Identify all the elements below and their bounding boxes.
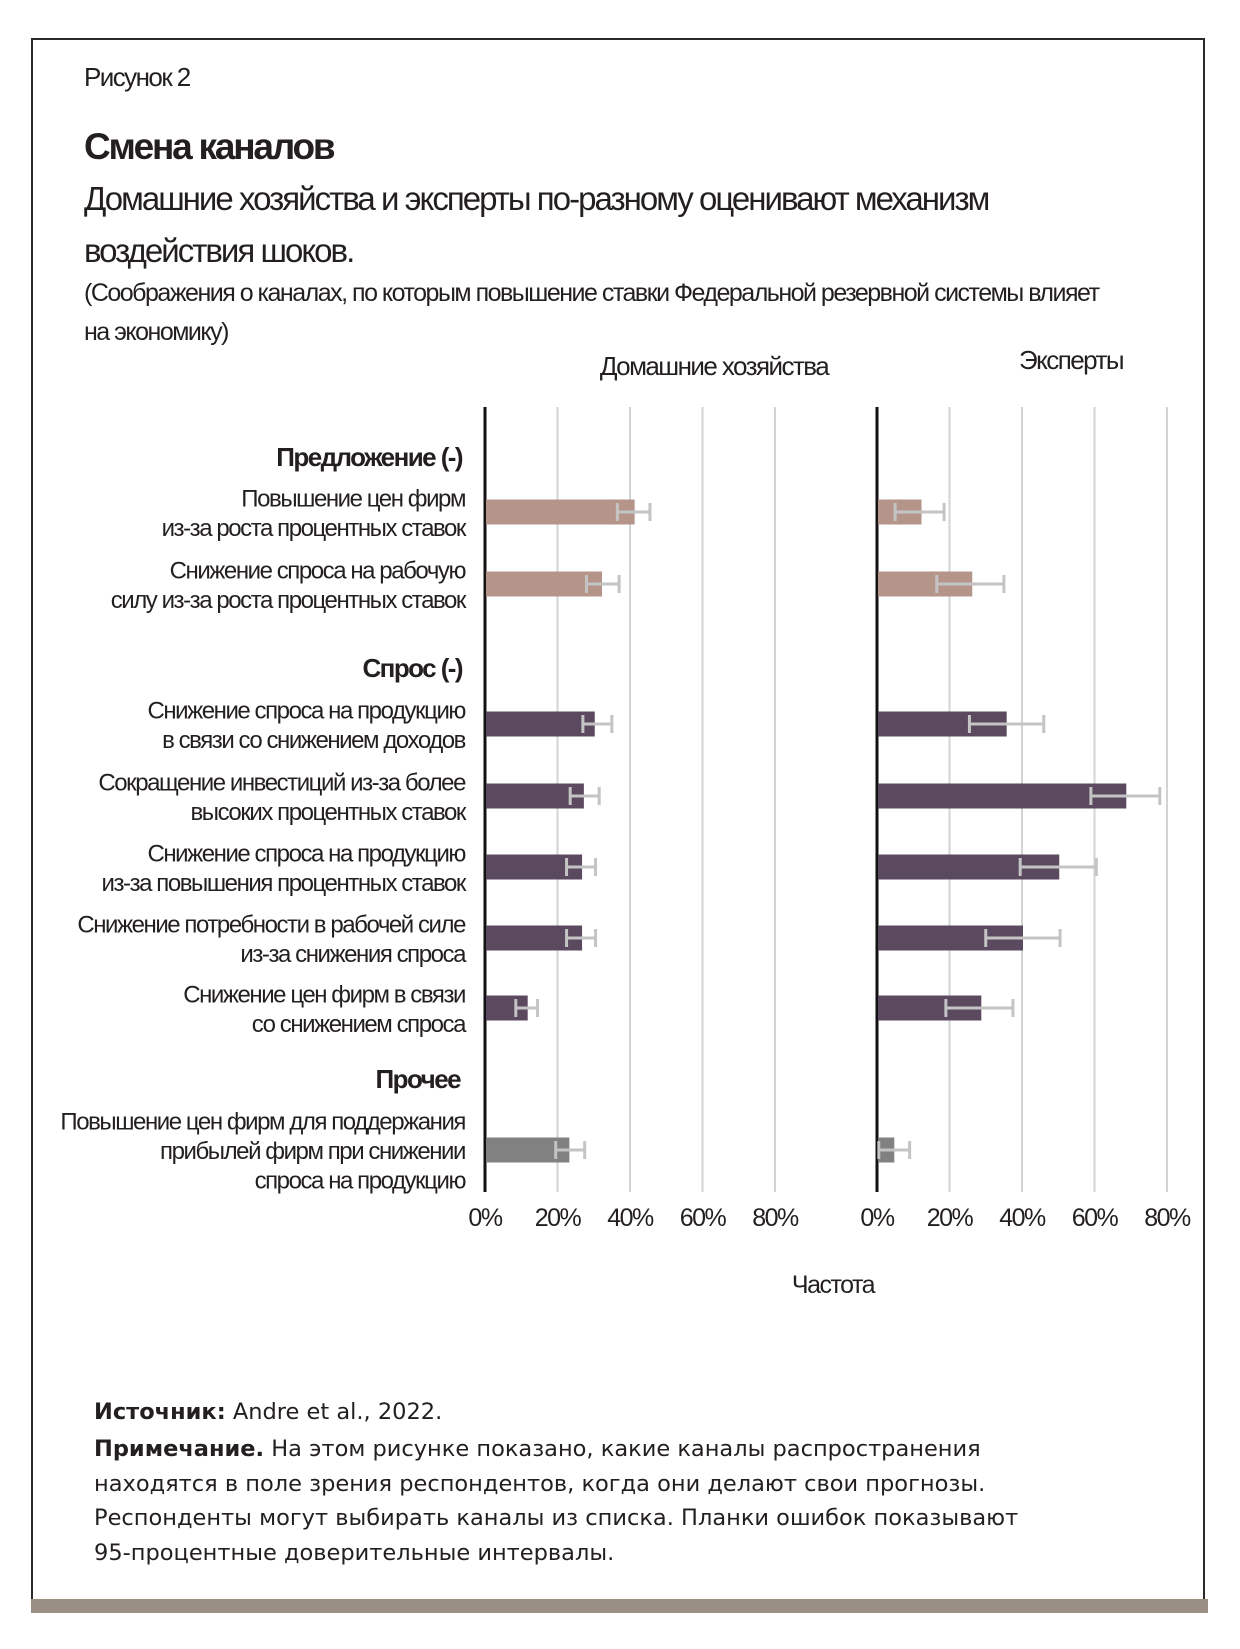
note-line4: 95-процентные доверительные интервалы. — [94, 1540, 615, 1566]
category-label: Сокращение инвестиций из-за более — [98, 769, 466, 796]
source-label: Источник: — [94, 1399, 226, 1425]
chart-subtitle-line1: Домашние хозяйства и эксперты по-разному… — [84, 180, 990, 217]
x-tick-label: 80% — [1144, 1204, 1191, 1232]
bottom-rule — [31, 1599, 1208, 1613]
note-text1: На этом рисунке показано, какие каналы р… — [264, 1436, 981, 1462]
category-label: Снижение цен фирм в связи — [183, 981, 465, 1008]
x-tick-label: 0% — [468, 1204, 502, 1232]
chart-note-line2: на экономику) — [84, 318, 229, 346]
bar — [486, 571, 602, 597]
x-tick-label: 20% — [535, 1204, 582, 1232]
category-label: из-за роста процентных ставок — [162, 515, 467, 542]
category-label: в связи со снижением доходов — [162, 727, 466, 754]
category-label: силу из-за роста процентных ставок — [111, 587, 467, 614]
note-line2: находятся в поле зрения респондентов, ко… — [94, 1471, 986, 1497]
panel-title-households: Домашние хозяйства — [600, 351, 830, 381]
category-label: Снижение спроса на рабочую — [170, 557, 466, 584]
group-label-other: Прочее — [376, 1064, 462, 1094]
category-label: Снижение спроса на продукцию — [147, 697, 465, 724]
group-label-supply: Предложение (-) — [276, 442, 463, 472]
x-tick-label: 20% — [927, 1204, 974, 1232]
chart-title: Смена каналов — [84, 126, 336, 167]
note-label: Примечание. — [94, 1436, 265, 1462]
category-label: спроса на продукцию — [255, 1168, 466, 1195]
x-tick-label: 60% — [680, 1204, 727, 1232]
x-tick-label: 0% — [860, 1204, 894, 1232]
category-label: Снижение спроса на продукцию — [147, 840, 465, 867]
group-label-demand: Спрос (-) — [362, 653, 462, 683]
category-label: Снижение потребности в рабочей силе — [77, 911, 466, 938]
x-tick-label: 60% — [1072, 1204, 1119, 1232]
note-line3: Респонденты могут выбирать каналы из спи… — [94, 1505, 1019, 1531]
category-label: Повышение цен фирм для поддержания — [60, 1109, 465, 1136]
source-line: Источник: Andre et al., 2022. — [94, 1399, 442, 1425]
x-tick-label: 40% — [607, 1204, 654, 1232]
x-axis-label: Частота — [792, 1271, 876, 1299]
panel-title-experts: Эксперты — [1019, 345, 1123, 375]
chart-subtitle-line2: воздействия шоков. — [84, 232, 355, 269]
x-tick-label: 80% — [752, 1204, 799, 1232]
figure-frame — [31, 38, 1205, 1600]
bar — [878, 783, 1127, 809]
category-label: высоких процентных ставок — [190, 799, 466, 826]
category-label: из-за повышения процентных ставок — [101, 870, 466, 897]
chart-note-line1: (Соображения о каналах, по которым повыш… — [84, 279, 1100, 307]
note-line1: Примечание. На этом рисунке показано, ка… — [94, 1436, 981, 1462]
category-label: Повышение цен фирм — [241, 485, 465, 512]
figure-label: Рисунок 2 — [84, 62, 191, 92]
bar — [486, 783, 584, 809]
source-text: Andre et al., 2022. — [225, 1399, 443, 1425]
category-label: прибылей фирм при снижении — [160, 1138, 465, 1165]
bar — [486, 711, 595, 737]
bar — [486, 499, 635, 525]
x-tick-label: 40% — [999, 1204, 1046, 1232]
category-label: из-за снижения спроса — [240, 941, 467, 968]
category-label: со снижением спроса — [252, 1011, 467, 1038]
